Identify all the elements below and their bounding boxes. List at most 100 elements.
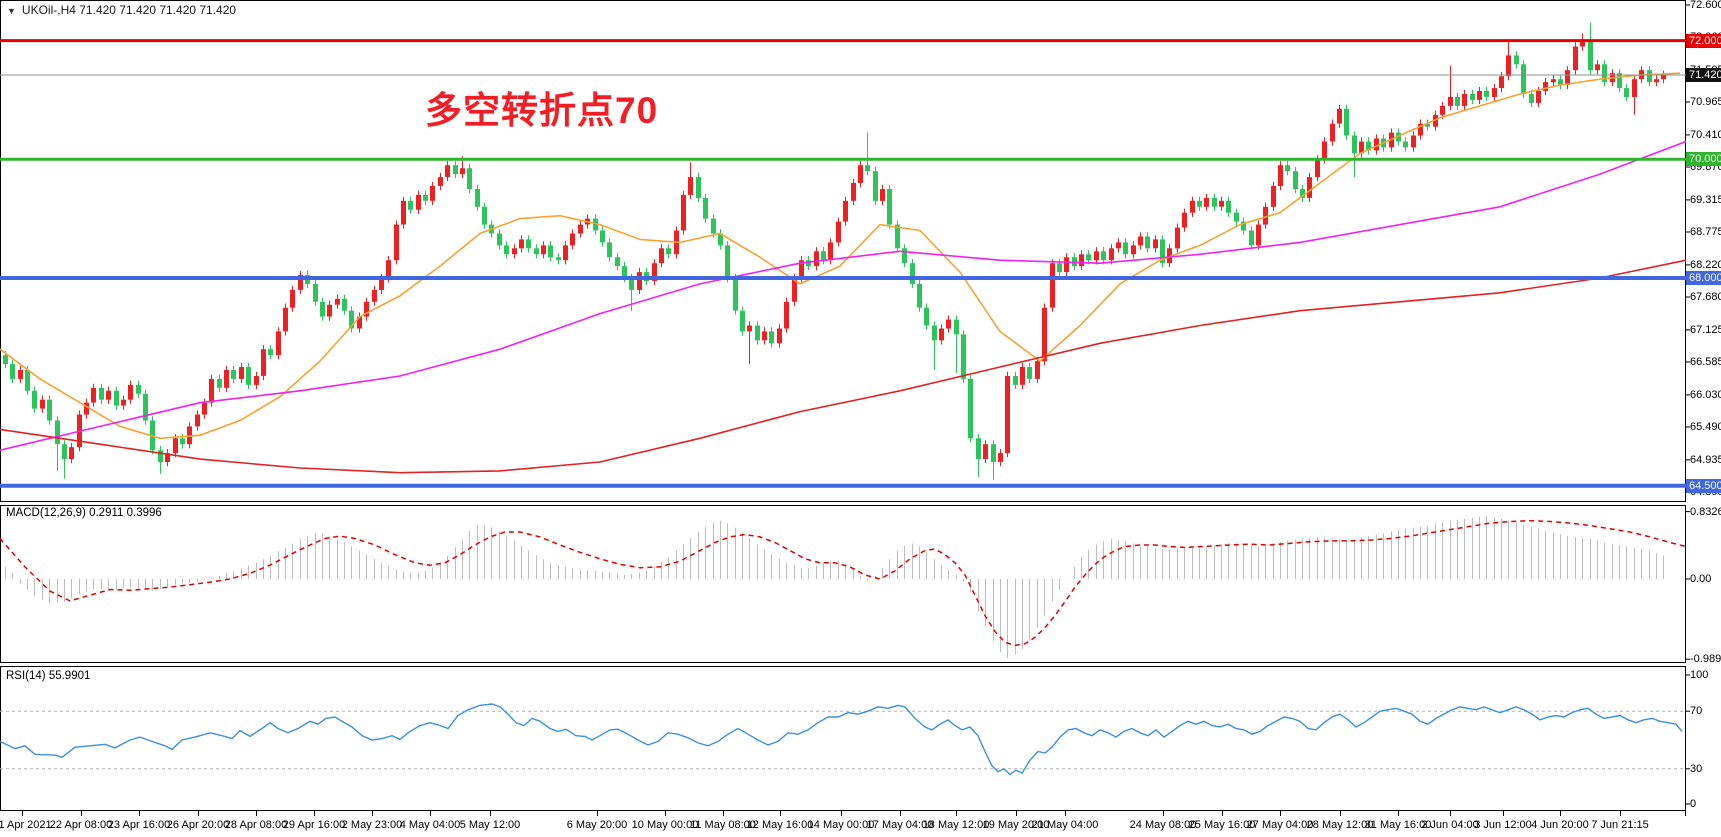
candle-body bbox=[1175, 227, 1180, 249]
hline-badge-70.000[interactable]: 70.000 bbox=[1686, 152, 1721, 166]
candle-body bbox=[379, 278, 384, 290]
candle-body bbox=[1418, 123, 1423, 136]
candle-body bbox=[1661, 75, 1666, 80]
candle-body bbox=[1293, 171, 1298, 189]
macd-signal-line bbox=[0, 519, 1687, 647]
main-panel-border bbox=[0, 0, 1686, 502]
hline-badge-72.000[interactable]: 72.000 bbox=[1686, 34, 1721, 48]
candle-body bbox=[740, 310, 745, 332]
candle-body bbox=[217, 378, 222, 388]
candle-body bbox=[445, 165, 450, 178]
symbol-title: ▼ UKOil-,H4 71.420 71.420 71.420 71.420 bbox=[7, 3, 236, 17]
candle-body bbox=[629, 278, 634, 290]
macd-tick-label: -0.9897 bbox=[1690, 653, 1721, 665]
candle-body bbox=[1403, 141, 1408, 148]
candle-body bbox=[1167, 248, 1172, 264]
candle-body bbox=[1263, 206, 1268, 225]
candle-body bbox=[1647, 70, 1652, 83]
candle-body bbox=[423, 194, 428, 201]
candle-body bbox=[453, 165, 458, 175]
time-axis-label: 11 May 08:00 bbox=[690, 819, 756, 831]
candle-body bbox=[1153, 239, 1158, 249]
candle-body bbox=[143, 393, 148, 421]
rsi-tick-label: 100 bbox=[1690, 669, 1709, 681]
hline-badge-64.500[interactable]: 64.500 bbox=[1686, 479, 1721, 493]
candle-body bbox=[1506, 55, 1511, 77]
candle-body bbox=[254, 376, 259, 385]
candle-body bbox=[276, 331, 281, 356]
candle-body bbox=[792, 278, 797, 302]
candle-body bbox=[1278, 165, 1283, 186]
candle-body bbox=[843, 200, 848, 222]
ma-fast-orange bbox=[0, 72, 1681, 440]
candle-body bbox=[430, 186, 435, 201]
candle-body bbox=[313, 283, 318, 302]
rsi-panel-border bbox=[0, 666, 1686, 811]
candle-body bbox=[954, 319, 959, 335]
candle-body bbox=[659, 248, 664, 264]
time-axis-label: 6 May 20:00 bbox=[566, 819, 628, 831]
candle-body bbox=[1366, 141, 1371, 151]
candle-body bbox=[652, 263, 657, 281]
candle-body bbox=[1330, 123, 1335, 142]
candle-body bbox=[209, 378, 214, 403]
candle-body bbox=[1499, 76, 1504, 89]
candle-body bbox=[895, 224, 900, 249]
rsi-tick-label: 0 bbox=[1690, 798, 1697, 810]
candle-body bbox=[917, 283, 922, 308]
candle-body bbox=[880, 189, 885, 201]
candle-body bbox=[394, 224, 399, 261]
candle-body bbox=[1337, 108, 1342, 124]
candle-body bbox=[1315, 159, 1320, 178]
price-tick-label: 68.775 bbox=[1690, 226, 1721, 238]
candle-body bbox=[1109, 248, 1114, 261]
candle-body bbox=[1020, 367, 1025, 385]
candle-body bbox=[1617, 73, 1622, 88]
candle-body bbox=[1241, 221, 1246, 231]
candle-body bbox=[1558, 79, 1563, 86]
candle-body bbox=[1536, 91, 1541, 103]
candle-body bbox=[69, 447, 74, 460]
time-axis-label: 7 Jun 21:15 bbox=[1591, 819, 1649, 831]
candle-body bbox=[865, 165, 870, 172]
candle-body bbox=[202, 402, 207, 415]
candle-body bbox=[416, 194, 421, 210]
candle-body bbox=[408, 200, 413, 210]
chevron-down-icon[interactable]: ▼ bbox=[7, 6, 16, 16]
ma-slow-red bbox=[0, 259, 1687, 474]
candle-body bbox=[1440, 105, 1445, 115]
candle-body bbox=[637, 272, 642, 290]
candle-body bbox=[806, 260, 811, 267]
price-tick-label: 66.030 bbox=[1690, 389, 1721, 401]
candle-body bbox=[600, 230, 605, 243]
candle-body bbox=[99, 387, 104, 400]
candle-body bbox=[1005, 376, 1010, 454]
time-axis-label: 3 Jun 12:00 bbox=[1474, 819, 1532, 831]
time-axis-label: 26 Apr 20:00 bbox=[166, 819, 230, 831]
candle-body bbox=[106, 390, 111, 400]
candle-body bbox=[1433, 114, 1438, 127]
candle-body bbox=[1013, 376, 1018, 385]
time-axis-label: 22 Apr 08:00 bbox=[49, 819, 113, 831]
time-axis-label: 28 Apr 08:00 bbox=[224, 819, 288, 831]
time-axis-label: 31 May 16:00 bbox=[1364, 819, 1432, 831]
candle-body bbox=[231, 370, 236, 379]
candle-body bbox=[482, 206, 487, 225]
price-tick-label: 70.410 bbox=[1690, 129, 1721, 141]
hline-badge-68.000[interactable]: 68.000 bbox=[1686, 271, 1721, 285]
candle-body bbox=[1271, 186, 1276, 207]
time-axis-label: 29 Apr 16:00 bbox=[282, 819, 346, 831]
current-price-badge[interactable]: 71.420 bbox=[1686, 68, 1721, 82]
candle-body bbox=[47, 399, 52, 421]
candle-body bbox=[25, 370, 30, 391]
time-axis-label: 5 May 12:00 bbox=[459, 819, 521, 831]
candle-body bbox=[467, 168, 472, 189]
candle-body bbox=[1396, 132, 1401, 142]
candle-body bbox=[821, 251, 826, 261]
candle-body bbox=[290, 289, 295, 308]
candle-body bbox=[1573, 46, 1578, 71]
candle-body bbox=[3, 355, 8, 365]
candle-body bbox=[593, 218, 598, 231]
time-axis-label: 28 May 12:00 bbox=[1306, 819, 1374, 831]
